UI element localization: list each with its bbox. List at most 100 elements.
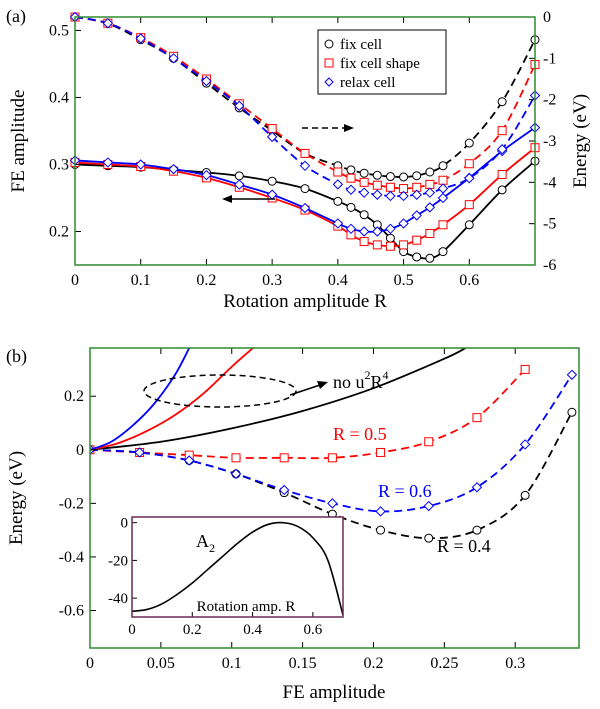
data-point-fix-cell-shape-energy — [438, 175, 448, 185]
data-point-fix-cell-shape — [385, 241, 395, 251]
data-point-R-0-4 — [567, 407, 577, 417]
data-point-R-0-6 — [134, 447, 145, 458]
data-point-fix-cell-shape — [425, 228, 435, 238]
r05-label: R = 0.5 — [333, 424, 387, 444]
panel-a-xtick-label: 0.4 — [328, 272, 348, 289]
data-point-fix-cell — [464, 220, 474, 230]
inset-title: A2 — [196, 531, 215, 555]
series-line-R-0-6 — [90, 374, 573, 513]
panel-a-xtick-label: 0.1 — [131, 272, 151, 289]
no-term-arrow — [289, 381, 328, 396]
data-point-relax-cell-energy — [345, 184, 357, 195]
data-point-fix-cell — [267, 176, 277, 186]
data-point-fix-cell-shape — [497, 170, 507, 180]
data-point-relax-cell — [299, 202, 311, 214]
legend-label-fix-cell-shape: fix cell shape — [340, 56, 420, 72]
data-point-relax-cell-energy — [411, 189, 422, 200]
data-point-fix-cell-shape-energy — [497, 126, 507, 136]
data-point-fix-cell-shape-energy — [464, 159, 474, 169]
inset-xtick-label: 0.2 — [183, 622, 202, 638]
panel-a-label: (a) — [6, 6, 26, 27]
inset-ytick-label: -20 — [108, 553, 128, 569]
legend-marker-fix-cell-shape — [324, 58, 334, 68]
data-point-fix-cell-energy — [464, 138, 474, 148]
data-point-relax-cell-energy — [102, 17, 114, 29]
panel-a-right-ytick-label: -5 — [543, 216, 556, 233]
legend-marker-relax-cell — [324, 77, 334, 87]
panel-a-xtick-label: 0.5 — [394, 272, 414, 289]
data-point-fix-cell-energy — [359, 168, 369, 178]
data-point-relax-cell — [411, 210, 422, 221]
panel-b-xtick-label: 0.2 — [363, 655, 383, 672]
panel-b-ytick-label: -0.4 — [59, 549, 84, 566]
inset-ytick-label: -40 — [108, 591, 128, 607]
inset-xlabel: Rotation amp. R — [197, 599, 296, 615]
series-line-no-u2R4-red — [90, 348, 254, 451]
data-point-R-0-6 — [375, 506, 386, 517]
data-point-relax-cell-energy — [424, 187, 436, 198]
series-line-R-0-5 — [90, 368, 526, 460]
data-point-relax-cell-energy — [168, 53, 179, 64]
data-point-fix-cell — [300, 184, 310, 194]
data-point-relax-cell — [201, 169, 212, 181]
data-point-R-0-6 — [566, 369, 578, 380]
data-point-relax-cell — [332, 218, 344, 229]
data-point-relax-cell — [345, 223, 357, 235]
data-point-R-0-4 — [424, 533, 434, 543]
data-point-R-0-5 — [376, 447, 386, 457]
data-point-R-0-6 — [327, 498, 338, 509]
data-point-fix-cell-shape-energy — [425, 179, 435, 189]
data-point-R-0-6 — [423, 500, 434, 512]
data-point-R-0-6 — [184, 455, 195, 466]
data-point-fix-cell-shape — [438, 220, 448, 230]
legend-label-relax-cell: relax cell — [340, 75, 395, 91]
data-point-R-0-6 — [230, 468, 242, 480]
panel-b-ytick-label: 0 — [76, 442, 84, 459]
data-point-fix-cell-shape-energy — [346, 173, 356, 183]
panel-b-ytick-label: 0.2 — [64, 388, 84, 405]
data-point-relax-cell-energy — [437, 183, 449, 194]
data-point-fix-cell-shape — [412, 235, 422, 245]
panel-b-xtick-label: 0.1 — [222, 655, 242, 672]
data-point-fix-cell — [234, 171, 244, 181]
data-point-relax-cell-energy — [299, 160, 311, 172]
legend-marker-fix-cell — [324, 39, 334, 49]
panel-b-xtick-label: 0.15 — [289, 655, 317, 672]
data-point-R-0-4 — [472, 525, 482, 535]
inset-xtick-label: 0.6 — [303, 622, 322, 638]
data-point-R-0-6 — [471, 482, 483, 493]
panel-a-frame — [74, 16, 536, 266]
data-point-relax-cell-energy — [266, 131, 278, 143]
legend-label-fix-cell: fix cell — [340, 37, 382, 53]
panel-a-legend: fix cell fix cell shape relax cell — [317, 29, 447, 95]
panel-a-xtick-label: 0.2 — [196, 272, 216, 289]
data-point-fix-cell-energy — [385, 172, 395, 182]
data-point-relax-cell — [168, 163, 179, 175]
r04-label: R = 0.4 — [437, 536, 491, 556]
panel-b-frame — [89, 347, 580, 649]
data-point-relax-cell-energy — [234, 100, 245, 112]
data-point-fix-cell-shape — [464, 200, 474, 210]
data-point-fix-cell-energy — [412, 171, 422, 181]
data-point-relax-cell-energy — [372, 189, 383, 200]
data-point-relax-cell — [102, 157, 114, 168]
panel-a-right-ytick-label: -4 — [543, 174, 556, 191]
data-point-fix-cell-energy — [425, 167, 435, 177]
data-point-relax-cell-energy — [332, 179, 344, 190]
data-point-fix-cell-shape-energy — [267, 124, 277, 134]
panel-a-xtick-label: 0.6 — [459, 272, 479, 289]
panel-a-plot: 0 0.1 0.2 0.3 0.4 0.5 0.6 0.2 0.3 0.4 0.5 -6 -5 -4 -3 -… — [49, 9, 556, 289]
panel-b-xtick-label: 0.25 — [430, 655, 458, 672]
panel-a-xtick-label: 0 — [71, 272, 79, 289]
series-line-no-u2R4-black — [90, 348, 467, 451]
data-point-fix-cell — [425, 253, 435, 263]
data-point-fix-cell — [438, 247, 448, 257]
panel-b-xlabel: FE amplitude — [283, 682, 386, 703]
data-point-fix-cell-shape — [399, 240, 409, 250]
data-point-relax-cell-energy — [358, 187, 370, 198]
data-point-fix-cell — [359, 210, 369, 220]
right-axis-arrow — [302, 124, 354, 132]
panel-a-right-ytick-label: -3 — [543, 133, 556, 150]
data-point-fix-cell-energy — [438, 161, 448, 171]
